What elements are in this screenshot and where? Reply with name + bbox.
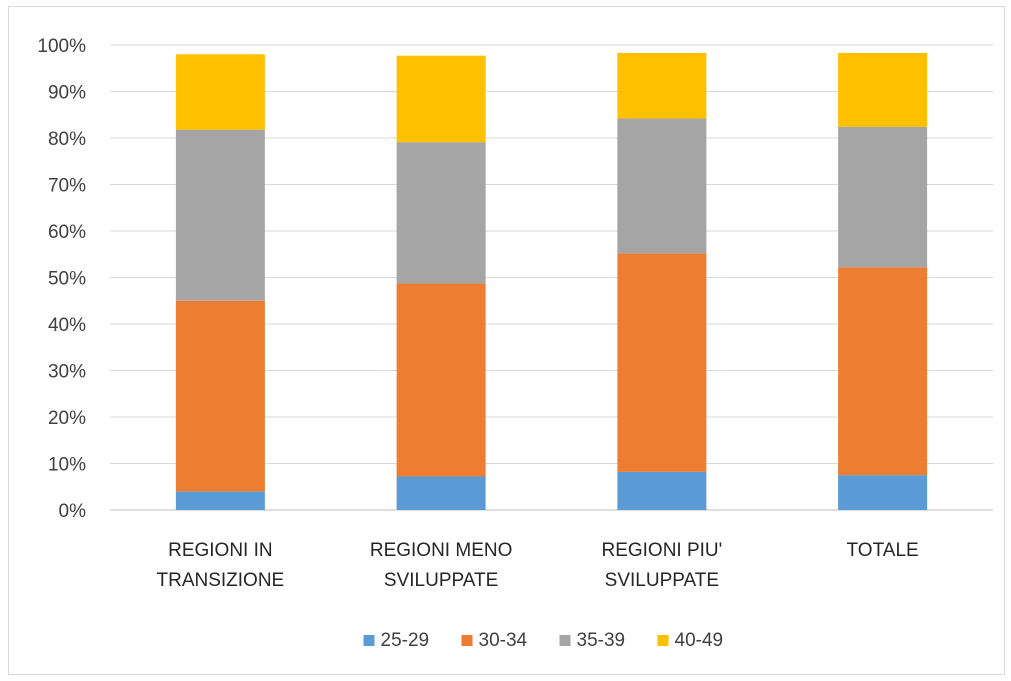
bar-segment — [838, 52, 928, 127]
legend-label: 35-39 — [577, 630, 626, 651]
legend-swatch — [559, 635, 571, 646]
legend-swatch — [363, 635, 375, 646]
bar-segment — [617, 118, 707, 254]
bar-segment — [396, 55, 486, 143]
bar-segment — [175, 129, 265, 301]
bar-segment — [838, 267, 928, 476]
y-tick-label: 0% — [59, 501, 87, 522]
legend-swatch — [657, 635, 669, 646]
x-category-label: REGIONI MENO — [370, 540, 513, 561]
x-category-label: TRANSIZIONE — [157, 570, 285, 591]
bar-segment — [175, 54, 265, 130]
y-tick-label: 10% — [48, 455, 86, 476]
legend-label: 30-34 — [479, 630, 528, 651]
bar-segment — [396, 283, 486, 477]
bar-segment — [175, 491, 265, 510]
y-tick-label: 50% — [48, 269, 86, 290]
x-category-label: TOTALE — [847, 540, 919, 561]
bar-segment — [838, 126, 928, 268]
bar-segment — [396, 476, 486, 510]
bar-segment — [838, 475, 928, 510]
bar-segment — [617, 253, 707, 472]
bar-segment — [396, 142, 486, 284]
legend-swatch — [461, 635, 473, 646]
y-tick-label: 80% — [48, 129, 86, 150]
x-category-label: SVILUPPATE — [384, 570, 498, 591]
y-tick-label: 30% — [48, 362, 86, 383]
bar-segment — [617, 52, 707, 119]
bar-segment — [175, 300, 265, 492]
legend-label: 40-49 — [675, 630, 724, 651]
x-category-label: REGIONI PIU' — [601, 540, 722, 561]
y-tick-label: 40% — [48, 315, 86, 336]
y-tick-label: 90% — [48, 83, 86, 104]
y-tick-label: 60% — [48, 222, 86, 243]
y-tick-label: 100% — [37, 36, 86, 57]
x-category-label: SVILUPPATE — [605, 570, 719, 591]
x-category-label: REGIONI IN — [168, 540, 273, 561]
y-tick-label: 70% — [48, 176, 86, 197]
bar-segment — [617, 471, 707, 510]
legend-label: 25-29 — [381, 630, 430, 651]
y-tick-label: 20% — [48, 408, 86, 429]
